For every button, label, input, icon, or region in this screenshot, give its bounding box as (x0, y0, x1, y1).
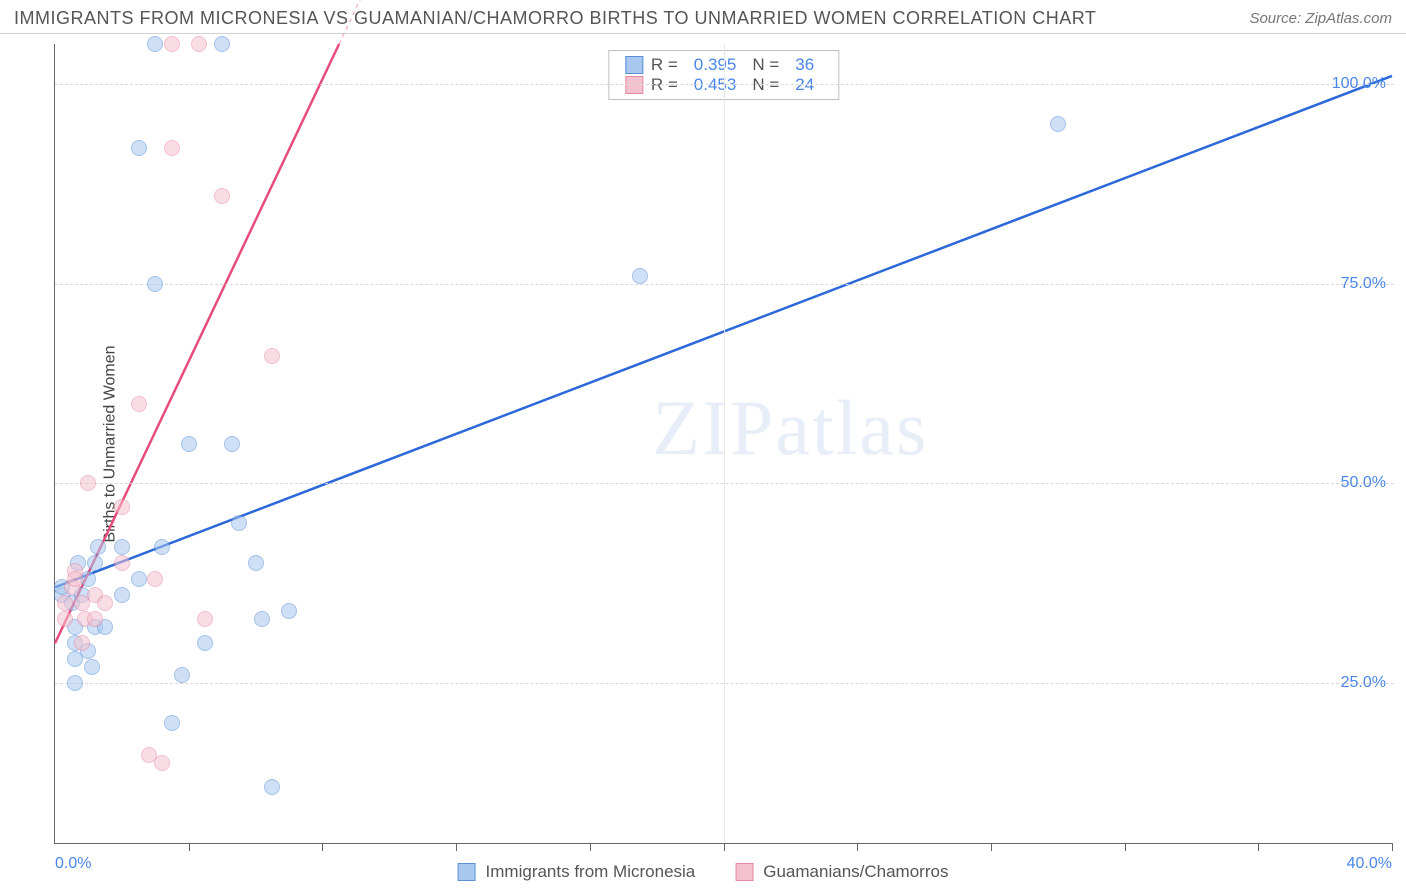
x-minor-tick (724, 843, 725, 851)
data-point-micronesia (264, 779, 280, 795)
legend-label: Guamanians/Chamorros (763, 862, 948, 882)
x-minor-tick (991, 843, 992, 851)
x-tick-label: 0.0% (55, 855, 91, 873)
data-point-guamanians (154, 755, 170, 771)
legend-item-guamanians: Guamanians/Chamorros (735, 862, 948, 882)
data-point-micronesia (214, 36, 230, 52)
data-point-micronesia (231, 515, 247, 531)
swatch-guamanians (735, 863, 753, 881)
chart-title: IMMIGRANTS FROM MICRONESIA VS GUAMANIAN/… (14, 8, 1096, 29)
plot-region: ZIPatlas R = 0.395 N = 36 R = 0.453 N = … (54, 44, 1392, 844)
chart-area: Births to Unmarried Women ZIPatlas R = 0… (48, 44, 1392, 844)
data-point-micronesia (197, 635, 213, 651)
legend-label: Immigrants from Micronesia (486, 862, 696, 882)
data-point-guamanians (197, 611, 213, 627)
data-point-micronesia (147, 36, 163, 52)
series-legend: Immigrants from Micronesia Guamanians/Ch… (458, 862, 949, 882)
data-point-guamanians (264, 348, 280, 364)
y-tick-label: 25.0% (1341, 674, 1386, 692)
swatch-micronesia (625, 56, 643, 74)
x-minor-tick (590, 843, 591, 851)
r-label: R = (651, 55, 678, 75)
data-point-micronesia (90, 539, 106, 555)
x-minor-tick (322, 843, 323, 851)
data-point-micronesia (147, 276, 163, 292)
data-point-guamanians (214, 188, 230, 204)
swatch-micronesia (458, 863, 476, 881)
data-point-micronesia (67, 675, 83, 691)
x-minor-tick (857, 843, 858, 851)
n-value-micronesia: 36 (795, 55, 814, 75)
gridline-h (55, 284, 1394, 285)
x-minor-tick (1392, 843, 1393, 851)
data-point-guamanians (67, 571, 83, 587)
x-minor-tick (189, 843, 190, 851)
x-tick-label: 40.0% (1347, 855, 1392, 873)
y-tick-label: 100.0% (1332, 75, 1386, 93)
x-minor-tick (1258, 843, 1259, 851)
data-point-micronesia (281, 603, 297, 619)
data-point-guamanians (164, 140, 180, 156)
data-point-micronesia (181, 436, 197, 452)
n-value-guamanians: 24 (795, 75, 814, 95)
data-point-micronesia (1050, 116, 1066, 132)
data-point-guamanians (114, 499, 130, 515)
y-tick-label: 75.0% (1341, 275, 1386, 293)
gridline-h (55, 84, 1394, 85)
data-point-micronesia (114, 587, 130, 603)
x-minor-tick (456, 843, 457, 851)
data-point-guamanians (80, 475, 96, 491)
data-point-micronesia (224, 436, 240, 452)
n-label: N = (752, 75, 779, 95)
gridline-v (724, 44, 725, 843)
y-tick-label: 50.0% (1341, 474, 1386, 492)
data-point-micronesia (131, 571, 147, 587)
data-point-micronesia (632, 268, 648, 284)
data-point-micronesia (114, 539, 130, 555)
r-value-guamanians: 0.453 (694, 75, 737, 95)
legend-item-micronesia: Immigrants from Micronesia (458, 862, 696, 882)
data-point-guamanians (57, 595, 73, 611)
data-point-micronesia (154, 539, 170, 555)
data-point-micronesia (254, 611, 270, 627)
data-point-guamanians (97, 595, 113, 611)
data-point-guamanians (164, 36, 180, 52)
data-point-guamanians (74, 635, 90, 651)
data-point-guamanians (87, 611, 103, 627)
x-minor-tick (1125, 843, 1126, 851)
gridline-h (55, 683, 1394, 684)
data-point-guamanians (131, 396, 147, 412)
source-attribution: Source: ZipAtlas.com (1249, 10, 1392, 27)
data-point-micronesia (248, 555, 264, 571)
data-point-micronesia (174, 667, 190, 683)
data-point-guamanians (57, 611, 73, 627)
data-point-micronesia (131, 140, 147, 156)
r-value-micronesia: 0.395 (694, 55, 737, 75)
n-label: N = (752, 55, 779, 75)
swatch-guamanians (625, 76, 643, 94)
data-point-guamanians (191, 36, 207, 52)
data-point-micronesia (84, 659, 100, 675)
data-point-guamanians (147, 571, 163, 587)
data-point-micronesia (87, 555, 103, 571)
r-label: R = (651, 75, 678, 95)
gridline-h (55, 483, 1394, 484)
data-point-guamanians (114, 555, 130, 571)
data-point-micronesia (164, 715, 180, 731)
